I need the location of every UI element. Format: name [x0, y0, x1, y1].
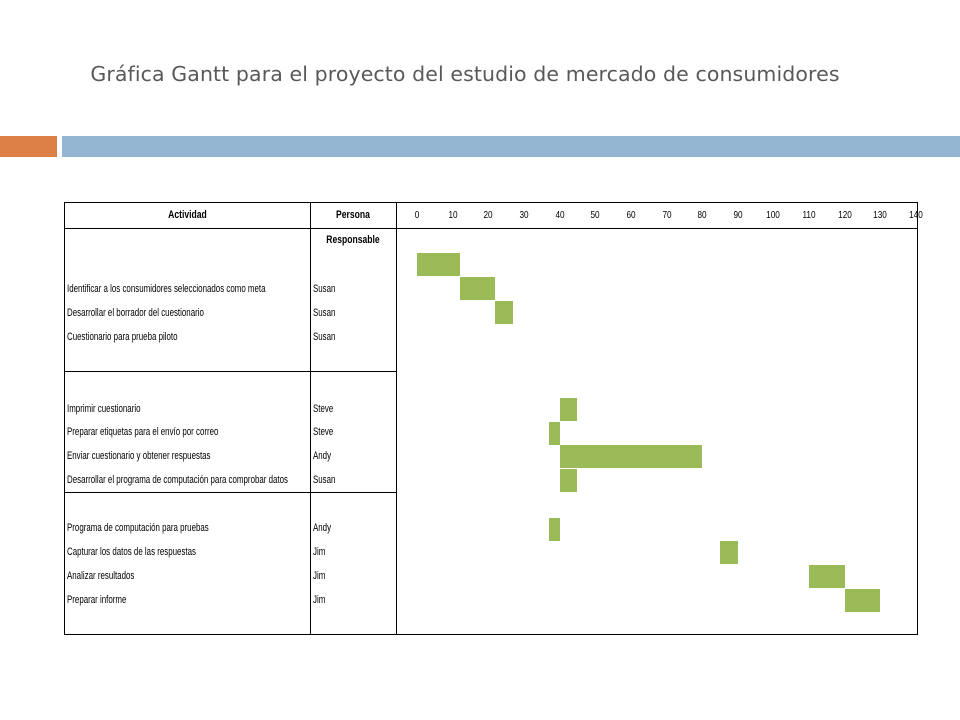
task-bar [809, 565, 845, 588]
task-bar [719, 541, 738, 564]
axis-tick-label: 0 [414, 209, 420, 221]
task-bar [559, 445, 703, 468]
task-activity-label: Enviar cuestionario y obtener respuestas [67, 450, 211, 462]
task-person-label: Jim [313, 570, 326, 582]
axis-tick-label: 80 [697, 209, 707, 221]
task-person-label: Steve [313, 426, 334, 438]
axis-tick-label: 110 [802, 209, 816, 221]
gantt-chart: Actividad Persona Responsable 0 10 20 30 40 5… [64, 202, 923, 635]
axis-tick-label: 120 [837, 209, 852, 221]
task-person-label: Susan [313, 307, 336, 319]
task-bar [417, 253, 460, 276]
axis-tick-label: 140 [909, 209, 923, 221]
task-activity-label: Capturar los datos de las respuestas [67, 546, 196, 558]
task-activity-label: Identificar a los consumidores seleccion… [67, 283, 266, 295]
task-bar [548, 422, 560, 445]
task-person-label: Susan [313, 474, 336, 486]
task-person-label: Susan [313, 283, 336, 295]
task-person-label: Susan [313, 331, 336, 343]
task-activity-label: Programa de computación para pruebas [67, 522, 209, 534]
task-bar [459, 277, 496, 300]
page-title: Gráfica Gantt para el proyecto del estud… [90, 62, 840, 86]
axis-tick-label: 70 [661, 209, 672, 221]
column-divider [396, 203, 397, 634]
task-person-label: Steve [313, 403, 334, 415]
task-activity-label: Desarrollar el borrador del cuestionario [67, 307, 204, 319]
axis-tick-label: 100 [766, 209, 781, 221]
task-person-label: Andy [313, 522, 332, 534]
task-activity-label: Cuestionario para prueba piloto [67, 331, 178, 343]
column-divider [310, 203, 311, 634]
group-separator [65, 371, 397, 372]
task-activity-label: Preparar etiquetas para el envío por cor… [67, 426, 219, 438]
axis-tick-label: 20 [483, 209, 493, 221]
task-bar [559, 398, 578, 421]
task-person-label: Jim [313, 594, 326, 606]
task-activity-label: Analizar resultados [67, 570, 135, 582]
task-activity-label: Imprimir cuestionario [67, 403, 141, 415]
axis-tick-label: 10 [448, 209, 458, 221]
axis-tick-label: 90 [733, 209, 743, 221]
axis-tick-label: 40 [555, 209, 565, 221]
activity-header: Actividad [168, 209, 207, 221]
task-bar [844, 589, 881, 612]
gantt-header-row [65, 203, 917, 229]
task-person-label: Jim [313, 546, 326, 558]
task-bar [559, 469, 578, 492]
task-activity-label: Desarrollar el programa de computación p… [67, 474, 288, 486]
person-header: Persona Responsable [326, 209, 380, 246]
axis-tick-label: 30 [519, 209, 529, 221]
accent-bar-orange [0, 136, 57, 157]
axis-tick-label: 50 [590, 209, 600, 221]
axis-tick-label: 60 [626, 209, 636, 221]
group-separator [65, 492, 397, 493]
axis-tick-label: 130 [873, 209, 888, 221]
task-bar [548, 518, 560, 541]
task-bar [495, 301, 514, 324]
task-person-label: Andy [313, 450, 332, 462]
accent-bar-blue [62, 136, 960, 157]
task-activity-label: Preparar informe [67, 594, 127, 606]
